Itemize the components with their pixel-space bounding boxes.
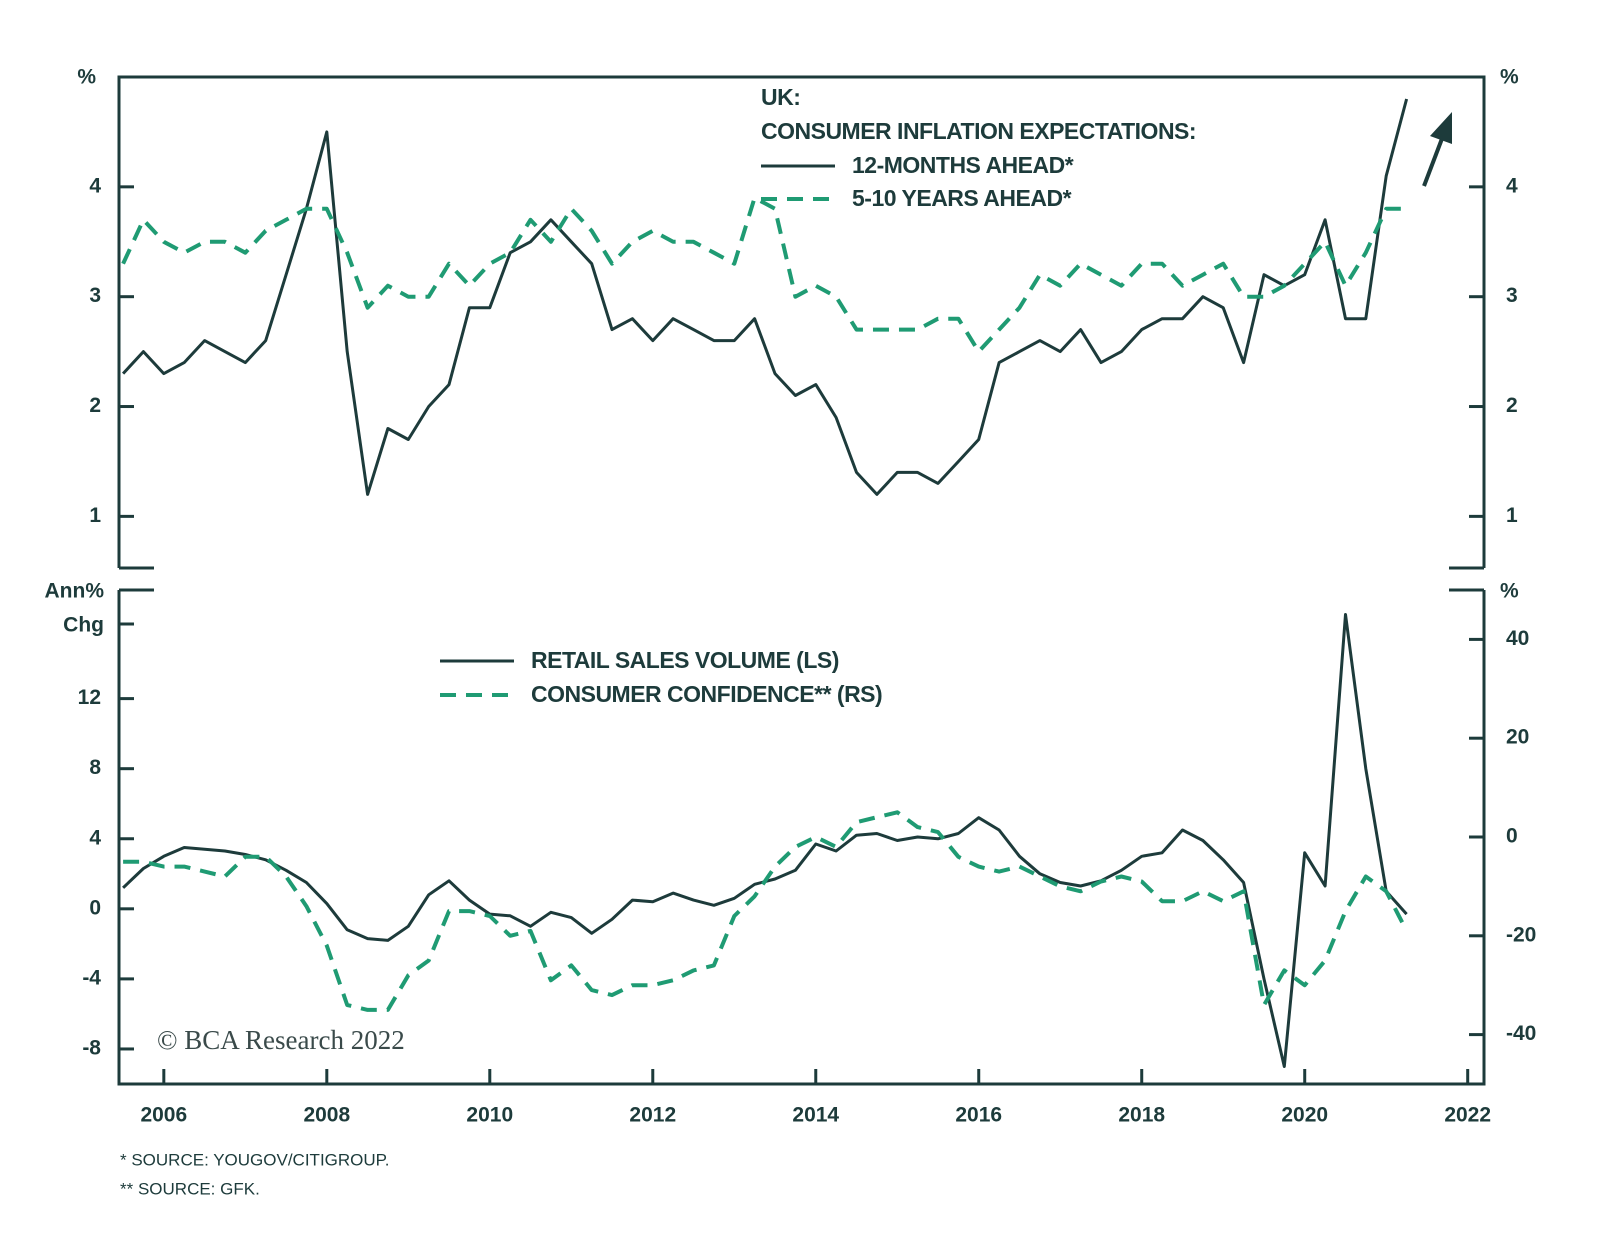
y-axis-label: Ann% <box>45 580 105 603</box>
y-tick-label: 4 <box>89 826 101 849</box>
y-tick-label: 1 <box>89 504 101 527</box>
y-axis-label: % <box>77 66 96 89</box>
x-tick-label: 2010 <box>466 1104 513 1127</box>
arrow-head <box>1430 112 1452 144</box>
y-tick-label: 12 <box>78 686 101 709</box>
x-tick-label: 2020 <box>1281 1104 1328 1127</box>
legend-label: 5-10 YEARS AHEAD* <box>852 185 1072 211</box>
y2-tick-label: 4 <box>1506 174 1518 197</box>
y2-tick-label: 20 <box>1506 726 1529 749</box>
x-tick-label: 2016 <box>955 1104 1002 1127</box>
y2-tick-label: 2 <box>1506 394 1518 417</box>
y-tick-label: -8 <box>82 1037 101 1060</box>
series-line <box>121 98 1409 496</box>
y2-tick-label: 0 <box>1506 825 1518 848</box>
x-tick-label: 2018 <box>1118 1104 1165 1127</box>
x-tick-label: 2022 <box>1444 1104 1491 1127</box>
copyright-annotation: © BCA Research 2022 <box>157 1025 405 1055</box>
footnote: * SOURCE: YOUGOV/CITIGROUP. <box>120 1150 390 1169</box>
top-panel-frame <box>117 75 1486 568</box>
y2-tick-label: 3 <box>1506 284 1518 307</box>
series-line <box>123 810 1409 1012</box>
y-tick-label: 8 <box>89 756 101 779</box>
chart-title: UK: <box>761 84 800 110</box>
footnote: ** SOURCE: GFK. <box>120 1179 260 1198</box>
y2-tick-label: -20 <box>1506 923 1536 946</box>
legend-label: 12-MONTHS AHEAD* <box>852 152 1074 178</box>
legend-label: CONSUMER CONFIDENCE** (RS) <box>531 681 882 707</box>
y-axis-label: Chg <box>63 614 104 637</box>
frame <box>117 75 1486 1086</box>
y2-axis-label: % <box>1500 580 1519 603</box>
y-tick-label: 2 <box>89 394 101 417</box>
y-tick-label: -4 <box>82 966 101 989</box>
trend-arrow <box>1422 112 1452 187</box>
arrow-shaft <box>1422 135 1445 187</box>
series-line <box>121 195 1407 354</box>
x-tick-label: 2012 <box>629 1104 676 1127</box>
y-tick-label: 3 <box>89 284 101 307</box>
y2-tick-label: -40 <box>1506 1022 1536 1045</box>
legend-label: RETAIL SALES VOLUME (LS) <box>531 647 839 673</box>
y2-axis-label: % <box>1500 66 1519 89</box>
x-tick-label: 2008 <box>303 1104 350 1127</box>
y-tick-label: 4 <box>89 174 101 197</box>
y2-tick-label: 40 <box>1506 627 1529 650</box>
y-tick-label: 0 <box>89 896 101 919</box>
y2-tick-label: 1 <box>1506 504 1518 527</box>
chart-subtitle: CONSUMER INFLATION EXPECTATIONS: <box>761 118 1196 144</box>
x-tick-label: 2006 <box>140 1104 187 1127</box>
x-tick-label: 2014 <box>792 1104 839 1127</box>
